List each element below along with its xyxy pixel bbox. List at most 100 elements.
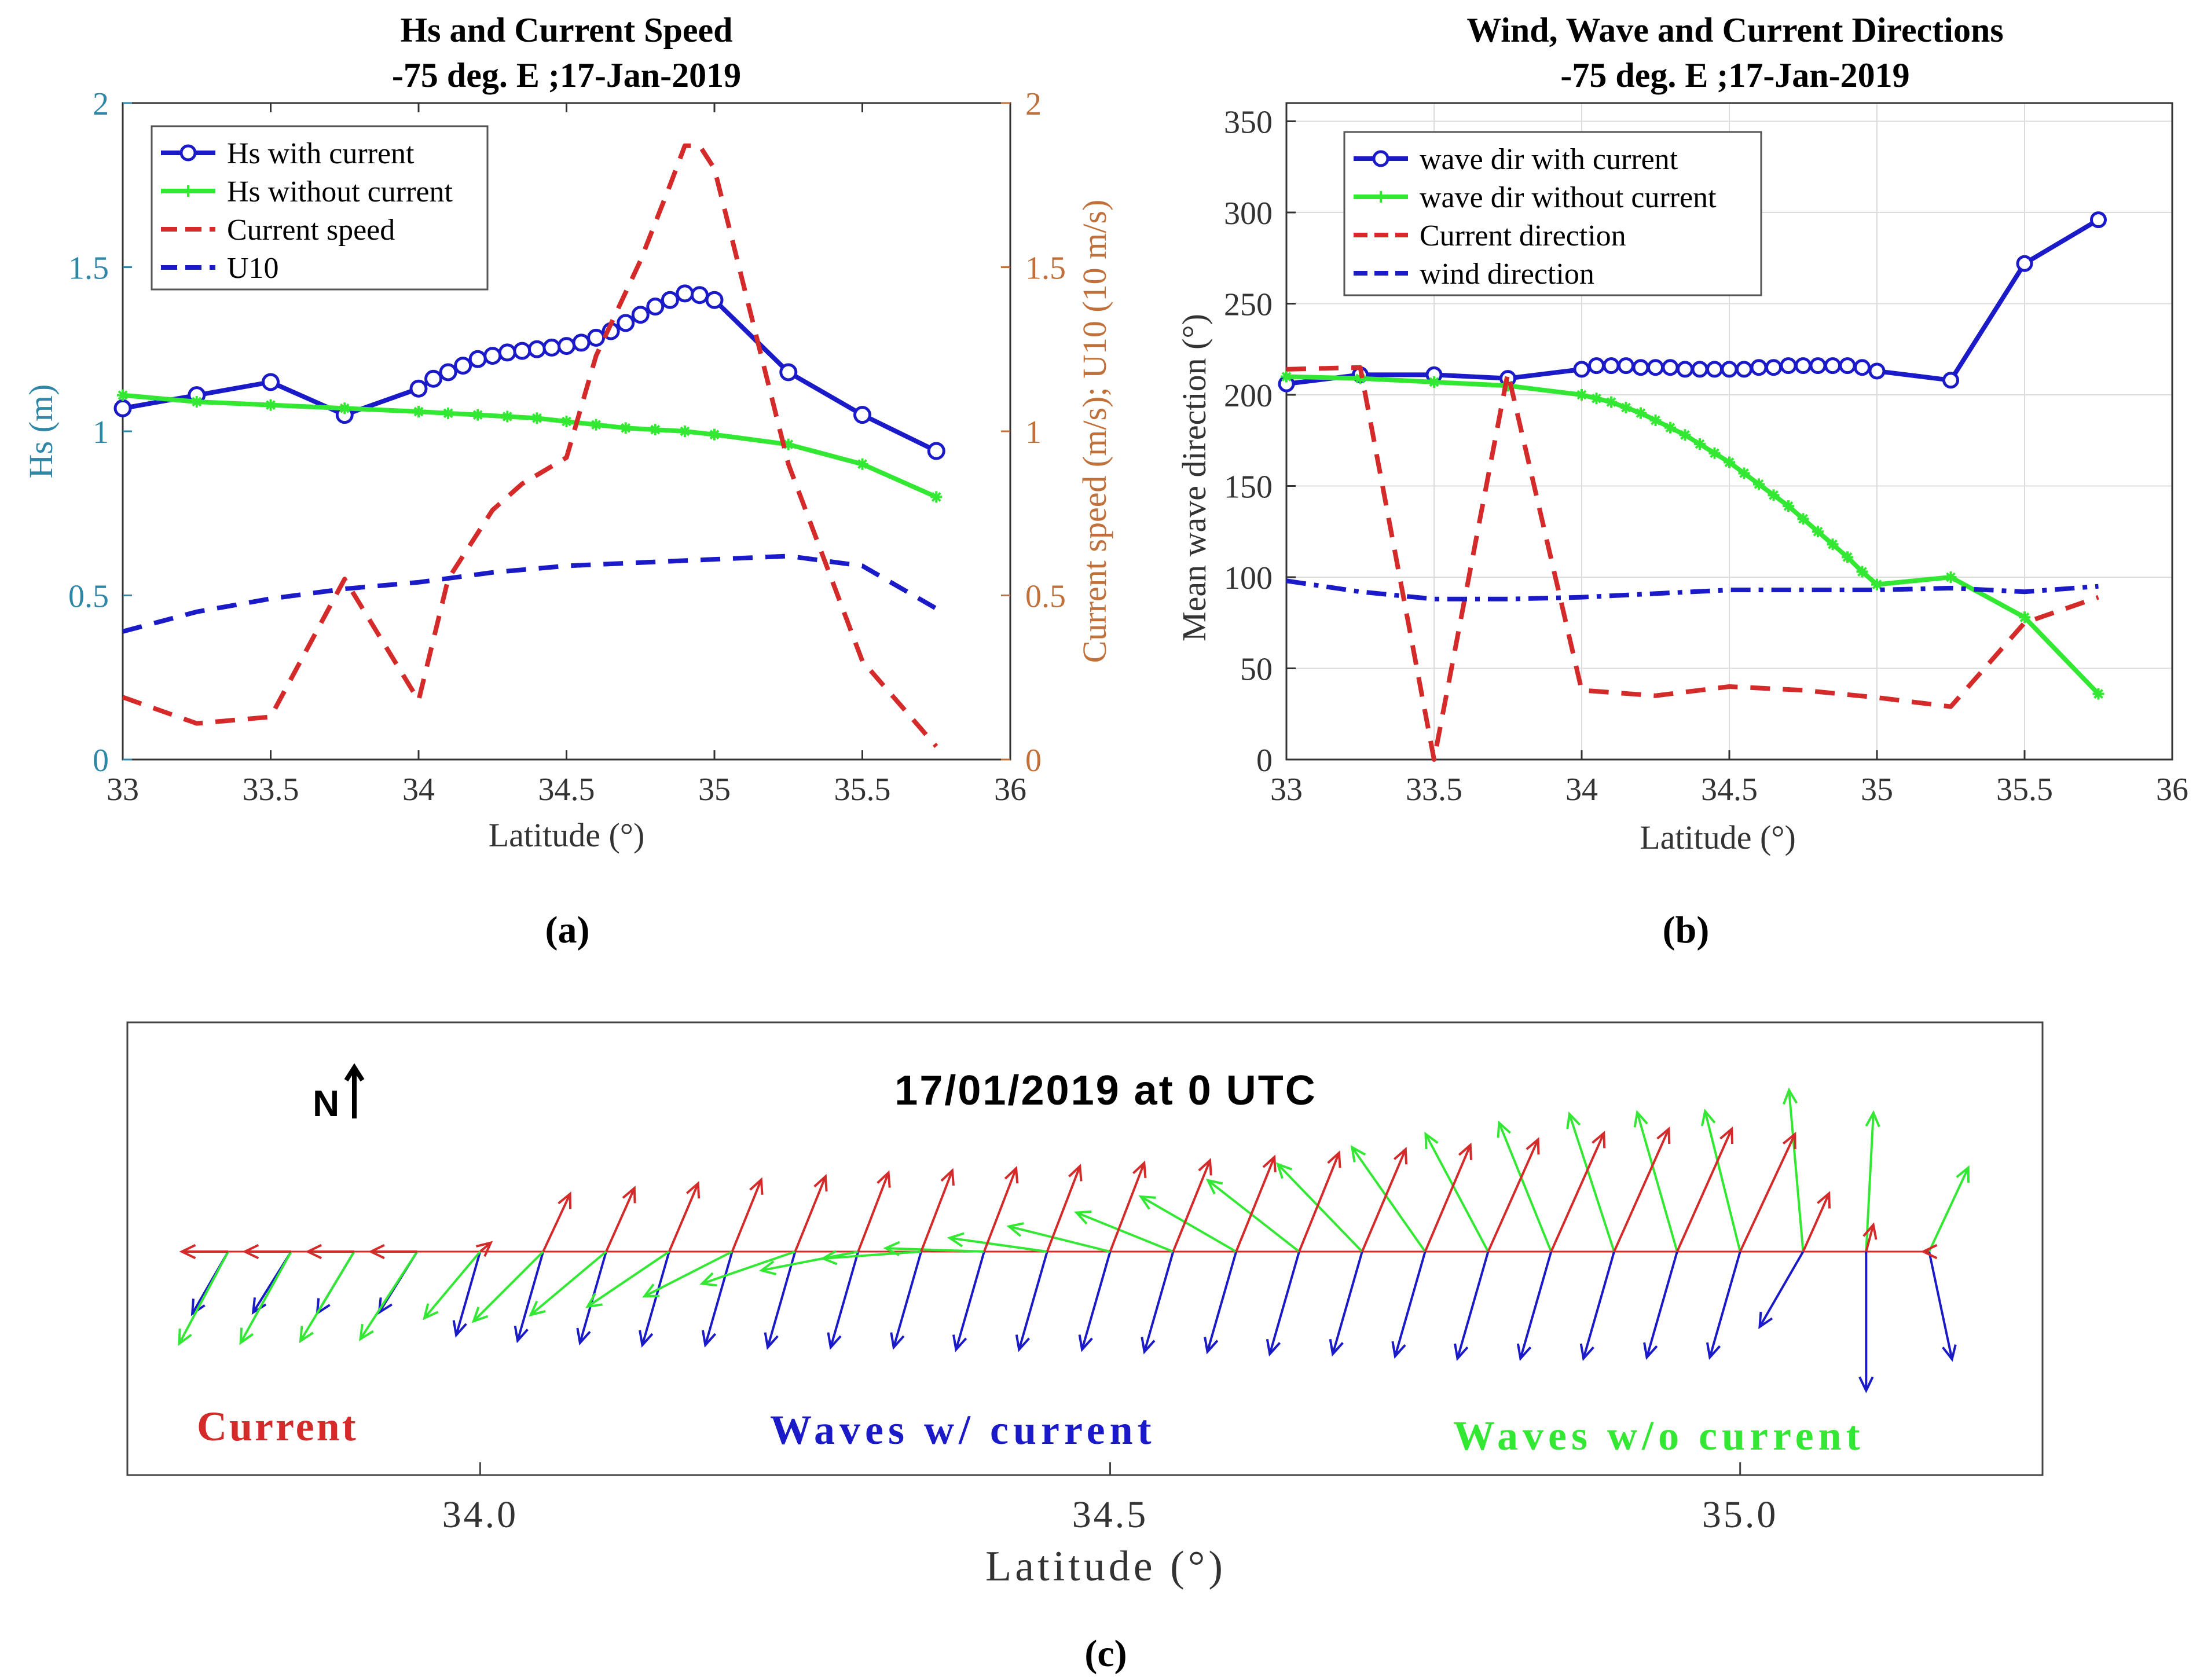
current-arrow-head — [558, 1191, 572, 1209]
wave-without-arrow-head — [1956, 1165, 1970, 1183]
y-tick-label: 0 — [93, 743, 109, 779]
data-point — [631, 306, 650, 324]
wave-with-arrow — [1394, 1251, 1427, 1357]
legend-marker — [1372, 150, 1389, 167]
y-tick-label: 300 — [1224, 196, 1273, 232]
legend-marker — [179, 144, 197, 162]
wave-with-arrow-head — [1204, 1337, 1219, 1355]
wave-without-arrow-head — [1633, 1110, 1648, 1128]
wave-with-arrow-head — [1942, 1344, 1957, 1362]
data-point — [1706, 361, 1723, 378]
data-point — [705, 291, 724, 309]
y-tick-label: 50 — [1240, 652, 1273, 688]
x-tick-label: 36 — [2156, 772, 2188, 808]
legend-label: U10 — [227, 252, 279, 285]
current-arrow — [1487, 1139, 1539, 1252]
data-point — [1724, 456, 1735, 468]
wave-without-arrow — [644, 1250, 733, 1297]
x-axis-label: Latitude (°) — [985, 1543, 1226, 1590]
data-point — [779, 363, 798, 382]
data-point — [2092, 688, 2104, 700]
x-tick-label: 34 — [402, 772, 435, 808]
y-right-tick-label: 1 — [1025, 415, 1042, 450]
wave-with-arrow-head — [1758, 1311, 1773, 1329]
x-tick-label: 36 — [994, 772, 1026, 808]
data-point — [1620, 402, 1632, 414]
wave-without-arrow-head — [239, 1327, 254, 1345]
panel-caption: (c) — [1084, 1633, 1127, 1675]
data-point — [572, 333, 591, 352]
legend-box — [1343, 131, 1762, 296]
current-arrow — [1613, 1128, 1670, 1252]
wave-with-arrow — [767, 1251, 797, 1348]
data-point — [1854, 359, 1871, 376]
wave-without-arrow — [1568, 1113, 1615, 1252]
current-arrow — [1361, 1149, 1407, 1252]
wave-with-arrow-head — [1329, 1338, 1344, 1357]
x-tick-label: 35 — [1861, 772, 1893, 808]
wave-without-arrow-head — [1865, 1110, 1880, 1128]
current-arrow — [983, 1168, 1017, 1252]
x-axis-label: Latitude (°) — [1640, 819, 1796, 856]
y-tick-label: 0 — [1256, 743, 1273, 779]
current-arrow-head — [622, 1186, 636, 1204]
data-point — [1824, 357, 1841, 375]
data-point — [590, 419, 602, 431]
chart-title: Wind, Wave and Current Directions — [1466, 11, 2003, 49]
wave-without-arrow-head — [422, 1303, 439, 1320]
current-arrow — [1298, 1152, 1340, 1252]
wave-without-arrow — [1009, 1225, 1111, 1253]
wave-without-arrow — [359, 1250, 419, 1340]
data-point — [709, 428, 720, 441]
current-arrow — [1676, 1128, 1733, 1252]
wave-without-arrow-head — [1006, 1222, 1024, 1237]
data-point — [1664, 421, 1676, 434]
wave-without-arrow — [1140, 1195, 1237, 1253]
wave-with-arrow — [1143, 1251, 1175, 1352]
data-point — [1797, 513, 1809, 525]
y-right-tick-label: 0.5 — [1025, 579, 1066, 615]
wave-without-arrow-head — [699, 1272, 717, 1287]
current-arrow-head — [1262, 1154, 1277, 1172]
panel-c: 34.0 34.5 35.0 Latitude (°) (c) 17/01/2019 at… — [126, 1021, 2044, 1675]
wave-without-arrow-head — [471, 1307, 489, 1323]
wave-with-arrow — [455, 1251, 482, 1336]
data-point — [1868, 362, 1886, 380]
data-point — [1428, 376, 1440, 388]
series-line-2 — [122, 143, 938, 748]
y-tick-label: 350 — [1224, 105, 1273, 141]
current-arrow-head — [1393, 1147, 1408, 1165]
current-arrow-head — [1198, 1158, 1212, 1176]
wave-without-arrow-head — [1275, 1162, 1293, 1179]
data-point — [1354, 372, 1366, 384]
data-point — [560, 415, 573, 427]
data-point — [1708, 447, 1721, 459]
wave-without-arrow-head — [585, 1293, 603, 1308]
data-point — [1942, 372, 1959, 389]
y-tick-label: 1 — [93, 415, 109, 450]
legend-label: wave dir without current — [1420, 181, 1717, 214]
wave-without-arrow — [1351, 1146, 1427, 1253]
wave-with-arrow — [1758, 1250, 1805, 1327]
current-arrow-head — [749, 1177, 764, 1195]
panel-b: 33 33.5 34 34.5 35 35.5 36 0 50 100 150 200 250 300 35… — [1175, 11, 2188, 951]
data-point — [1691, 361, 1708, 378]
wave-with-arrow — [641, 1251, 670, 1346]
wave-with-arrow — [704, 1251, 734, 1346]
data-point — [1590, 393, 1603, 405]
data-point — [190, 395, 203, 408]
data-point — [542, 338, 561, 357]
y-right-tick-label: 2 — [1025, 86, 1042, 122]
y-right-tick-label: 1.5 — [1025, 251, 1066, 287]
chart-subtitle: -75 deg. E ;17-Jan-2019 — [392, 56, 741, 94]
chart-subtitle: -75 deg. E ;17-Jan-2019 — [1560, 56, 1909, 94]
current-arrow-head — [368, 1244, 385, 1260]
wave-without-arrow-head — [1783, 1087, 1798, 1105]
data-point — [1768, 489, 1780, 501]
wave-with-arrow — [892, 1251, 923, 1348]
data-point — [617, 314, 635, 332]
x-tick-label: 33.5 — [1406, 772, 1462, 808]
data-point — [413, 405, 424, 417]
data-point — [1783, 500, 1794, 512]
data-point — [1649, 415, 1662, 427]
